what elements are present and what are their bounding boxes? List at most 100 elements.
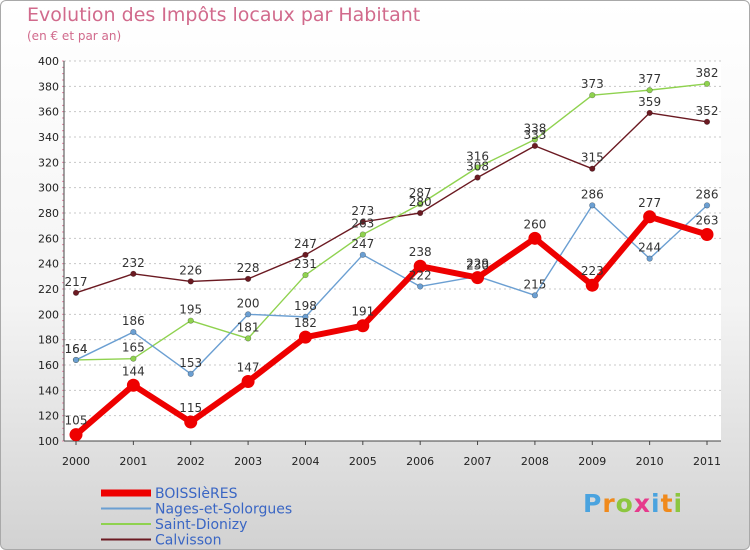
data-point — [130, 355, 137, 362]
data-label: 277 — [638, 196, 661, 210]
data-point — [241, 374, 255, 388]
y-tick-label: 140 — [38, 384, 59, 397]
data-label: 222 — [409, 268, 432, 282]
data-label: 228 — [237, 261, 260, 275]
x-tick-label: 2005 — [349, 455, 377, 468]
y-tick-label: 400 — [38, 55, 59, 68]
data-point — [130, 328, 137, 336]
y-tick-label: 320 — [38, 156, 59, 169]
data-point — [531, 136, 539, 143]
y-tick-label: 360 — [38, 106, 59, 119]
data-label: 263 — [351, 217, 374, 231]
x-tick-label: 2011 — [693, 455, 721, 468]
x-tick-label: 2001 — [119, 455, 147, 468]
y-tick-label: 220 — [38, 283, 59, 296]
data-label: 181 — [237, 320, 260, 334]
data-label: 147 — [237, 360, 260, 374]
data-label: 273 — [351, 204, 374, 218]
y-tick-label: 240 — [38, 258, 59, 271]
data-point — [474, 174, 481, 181]
logo-letter: t — [660, 489, 674, 518]
data-point — [531, 292, 539, 299]
data-label: 186 — [122, 314, 145, 328]
data-label: 198 — [294, 299, 317, 313]
y-tick-label: 120 — [38, 410, 59, 423]
data-point — [528, 231, 542, 245]
chart-subtitle: (en € et par an) — [27, 29, 122, 43]
data-label: 153 — [179, 356, 202, 370]
data-label: 232 — [122, 256, 145, 270]
y-tick-label: 380 — [38, 80, 59, 93]
data-point — [417, 201, 424, 208]
data-point — [474, 164, 481, 171]
data-label: 316 — [466, 149, 489, 163]
data-point — [302, 313, 309, 320]
logo-letter: r — [602, 489, 616, 518]
data-label: 247 — [351, 237, 374, 251]
data-point — [646, 87, 653, 94]
x-tick-label: 2010 — [636, 455, 664, 468]
data-label: 287 — [409, 186, 432, 200]
logo-letter: P — [583, 489, 603, 518]
data-label: 286 — [696, 187, 719, 201]
series-line — [75, 204, 708, 375]
y-tick-label: 180 — [38, 334, 59, 347]
data-label: 244 — [638, 241, 661, 255]
legend-label: Nages-et-Solorgues — [155, 502, 292, 518]
x-tick-label: 2007 — [464, 455, 492, 468]
series-line — [75, 112, 708, 294]
data-point — [187, 278, 194, 285]
data-label: 200 — [237, 296, 260, 310]
y-tick-label: 100 — [38, 435, 59, 448]
y-tick-label: 340 — [38, 131, 59, 144]
data-point — [187, 317, 194, 324]
data-label: 144 — [122, 364, 145, 378]
data-point — [187, 370, 194, 377]
data-label: 377 — [638, 72, 661, 86]
data-point — [359, 231, 366, 238]
data-point — [244, 311, 252, 318]
data-point — [531, 142, 539, 149]
data-label: 215 — [523, 277, 546, 291]
x-tick-label: 2004 — [291, 455, 319, 468]
data-label: 280 — [409, 195, 432, 209]
data-point — [643, 210, 657, 224]
plot-area — [64, 61, 721, 441]
data-point — [413, 259, 427, 273]
data-point — [359, 218, 366, 225]
data-label: 105 — [65, 414, 88, 428]
logo-letter: o — [615, 489, 634, 518]
data-label: 315 — [581, 151, 604, 165]
data-point — [302, 251, 309, 258]
data-point — [417, 209, 424, 217]
data-label: 333 — [523, 128, 546, 142]
x-tick-label: 2008 — [521, 455, 549, 468]
data-point — [703, 202, 711, 209]
data-label: 286 — [581, 187, 604, 201]
data-label: 191 — [351, 305, 374, 319]
data-point — [69, 428, 83, 442]
data-point — [417, 283, 424, 290]
x-tick-label: 2002 — [177, 455, 205, 468]
data-label: 217 — [65, 275, 88, 289]
data-point — [72, 356, 80, 364]
data-label: 164 — [65, 342, 88, 356]
data-label: 373 — [581, 77, 604, 91]
data-point — [703, 80, 711, 87]
data-label: 338 — [523, 122, 546, 136]
data-label: 382 — [696, 66, 719, 80]
data-label: 223 — [581, 264, 604, 278]
data-point — [646, 255, 653, 262]
data-point — [244, 275, 252, 282]
y-tick-label: 300 — [38, 182, 59, 195]
data-point — [130, 270, 137, 277]
chart-title: Evolution des Impôts locaux par Habitant — [27, 4, 421, 26]
data-point — [585, 278, 599, 292]
data-label: 164 — [65, 342, 88, 356]
data-label: 260 — [523, 217, 546, 231]
data-label: 308 — [466, 160, 489, 174]
data-label: 231 — [294, 257, 317, 271]
data-label: 352 — [696, 104, 719, 118]
